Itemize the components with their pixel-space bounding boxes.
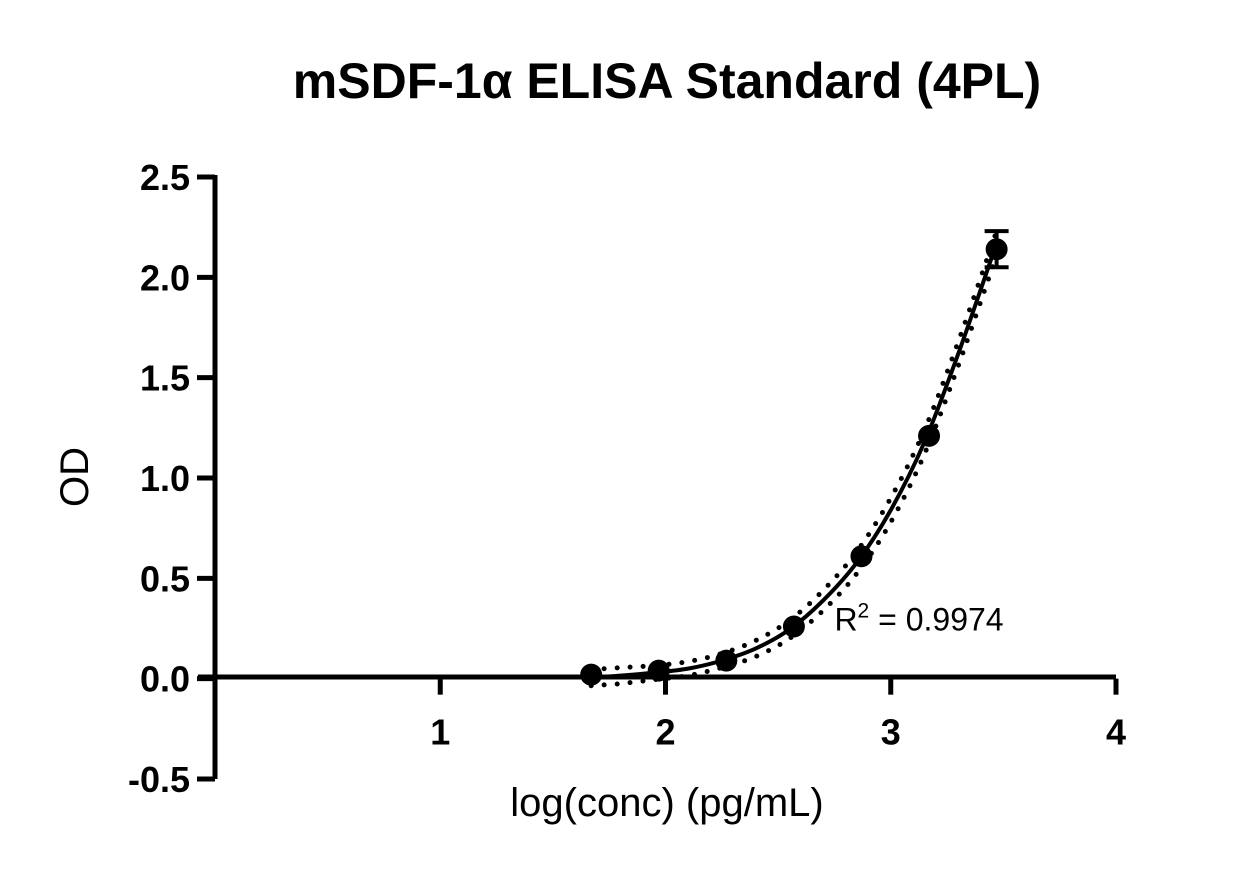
data-point xyxy=(918,424,941,447)
r-squared-superscript: 2 xyxy=(858,599,870,622)
y-tick-label: -0.5 xyxy=(128,759,190,800)
x-tick-label: 1 xyxy=(430,712,450,753)
x-axis-label: log(conc) (pg/mL) xyxy=(510,781,823,825)
x-tick-label: 4 xyxy=(1106,712,1126,753)
y-axis-label: OD xyxy=(53,447,97,507)
y-tick-label: 2.5 xyxy=(140,157,190,198)
data-point xyxy=(782,615,805,638)
x-tick-label: 3 xyxy=(881,712,901,753)
r-squared-value: = 0.9974 xyxy=(869,601,1003,637)
r-squared-annotation: R2 = 0.9974 xyxy=(834,599,1003,637)
y-tick-label: 1.0 xyxy=(140,458,190,499)
data-point xyxy=(850,545,873,568)
y-tick-label: 2.0 xyxy=(140,257,190,298)
y-tick-label: 1.5 xyxy=(140,358,190,399)
data-point xyxy=(985,238,1008,261)
r-squared-prefix: R xyxy=(834,601,857,637)
y-ticks: -0.5 0.0 0.5 1.0 1.5 2.0 2.5 xyxy=(128,157,215,800)
data-point xyxy=(715,649,738,672)
y-axis: -0.5 0.0 0.5 1.0 1.5 2.0 2.5 xyxy=(128,157,218,800)
plot-area xyxy=(580,228,1009,689)
data-point xyxy=(647,659,670,682)
data-point xyxy=(580,663,603,686)
y-tick-label: 0.5 xyxy=(140,558,190,599)
x-ticks: 1 2 3 4 xyxy=(430,678,1126,753)
x-axis: 1 2 3 4 xyxy=(198,674,1126,753)
chart-title: mSDF-1α ELISA Standard (4PL) xyxy=(293,53,1041,109)
y-tick-label: 0.0 xyxy=(140,659,190,700)
x-tick-label: 2 xyxy=(655,712,675,753)
